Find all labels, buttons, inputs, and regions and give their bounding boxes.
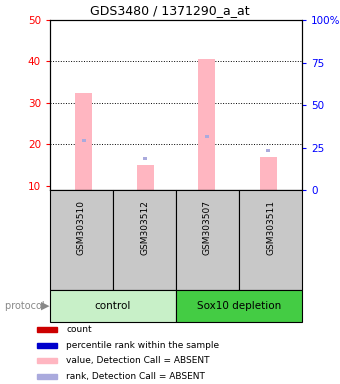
Text: Sox10 depletion: Sox10 depletion <box>197 301 281 311</box>
Bar <box>176 290 302 322</box>
Text: control: control <box>95 301 131 311</box>
Text: ▶: ▶ <box>40 301 49 311</box>
Bar <box>50 190 113 290</box>
Text: count: count <box>66 325 92 334</box>
Text: percentile rank within the sample: percentile rank within the sample <box>66 341 219 350</box>
Bar <box>82 139 86 142</box>
Bar <box>75 93 92 190</box>
Bar <box>176 190 239 290</box>
Bar <box>266 149 270 152</box>
Bar <box>143 157 148 161</box>
Text: GSM303510: GSM303510 <box>77 200 86 255</box>
Bar <box>50 290 176 322</box>
Bar <box>37 358 57 363</box>
Bar <box>198 60 215 190</box>
Bar <box>239 190 302 290</box>
Bar <box>37 374 57 379</box>
Bar <box>260 157 277 190</box>
Bar <box>113 190 176 290</box>
Bar <box>205 135 209 137</box>
Text: GDS3480 / 1371290_a_at: GDS3480 / 1371290_a_at <box>90 4 250 17</box>
Text: GSM303512: GSM303512 <box>140 200 149 255</box>
Bar <box>37 327 57 333</box>
Text: GSM303507: GSM303507 <box>203 200 212 255</box>
Text: protocol: protocol <box>5 301 48 311</box>
Bar <box>37 343 57 348</box>
Text: GSM303511: GSM303511 <box>266 200 275 255</box>
Text: rank, Detection Call = ABSENT: rank, Detection Call = ABSENT <box>66 372 205 381</box>
Bar <box>137 165 154 190</box>
Text: value, Detection Call = ABSENT: value, Detection Call = ABSENT <box>66 356 210 365</box>
